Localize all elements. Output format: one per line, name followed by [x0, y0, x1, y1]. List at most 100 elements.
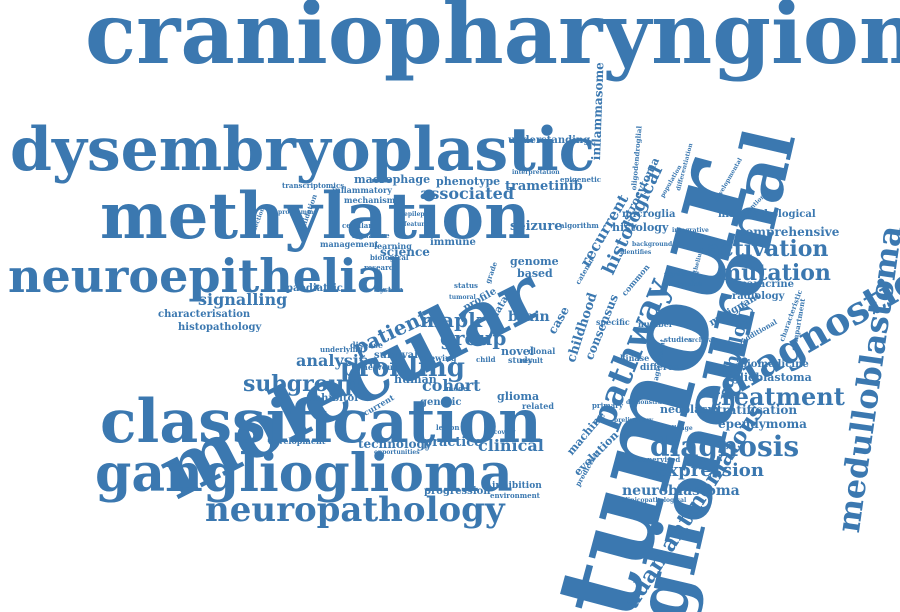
word-profiling: profiling: [340, 353, 465, 383]
word-craniopharyngioma: craniopharyngioma: [85, 0, 900, 83]
word-survival: survival: [374, 350, 418, 361]
word-treatment: treatment: [710, 382, 845, 411]
word-associated: associated: [420, 184, 514, 203]
word-underlying: underlying: [320, 345, 363, 354]
word-genome: genome: [510, 255, 559, 268]
word-distinguish: distinguish: [664, 281, 702, 288]
word-glioma: glioma: [497, 390, 540, 403]
word-tumoral: tumoral: [449, 294, 476, 301]
word-signalling: signalling: [198, 290, 288, 309]
word-environment: environment: [490, 491, 540, 500]
word-ependymoma: ependymoma: [718, 417, 807, 431]
word-kinase: kinase: [620, 353, 650, 363]
word-paediatric: paediatric: [286, 283, 343, 294]
word-ewing: ewing: [430, 353, 457, 363]
word-biological: biological: [370, 253, 409, 262]
word-integrative: integrative: [672, 227, 709, 234]
word-group: group: [440, 326, 507, 350]
word-microglia: microglia: [622, 209, 676, 220]
word-dysembryoplastic: dysembryoplastic: [10, 115, 596, 185]
word-specific: specific: [596, 317, 630, 327]
word-neuroepithelial: neuroepithelial: [8, 249, 405, 303]
word-practice: practice: [423, 435, 483, 450]
word-stratification: stratification: [710, 403, 798, 417]
word-challenge: challenge: [660, 425, 693, 432]
word-nervous: nervous: [362, 362, 398, 372]
word-technology: technology: [358, 437, 432, 451]
word-ganglioglioma: ganglioglioma: [95, 443, 513, 504]
word-case: case: [545, 303, 573, 337]
word-neoplasm: neoplasm: [660, 403, 720, 416]
word-epigenetic: epigenetic: [560, 175, 602, 184]
word-classification: classification: [100, 387, 542, 457]
word-cellular: cellular: [342, 221, 373, 230]
word-mechanism: mechanism: [344, 195, 396, 205]
word-subgroup: subgroup: [243, 371, 360, 397]
word-understanding: understanding: [508, 135, 591, 146]
word-feature: feature: [404, 221, 429, 228]
word-epilepsy: epilepsy: [404, 211, 432, 218]
word-human: human: [394, 373, 437, 386]
word-paracrine: paracrine: [740, 279, 795, 290]
word-status: status: [454, 281, 478, 290]
word-clinical: clinical: [478, 436, 544, 455]
word-model: model: [446, 384, 471, 393]
word-activation: activation: [706, 236, 829, 262]
word-comprehensive: comprehensive: [738, 225, 840, 239]
word-lesion: lesion: [436, 423, 460, 432]
word-inhibition: inhibition: [492, 481, 542, 491]
word-number: number: [638, 319, 673, 329]
word-inflammatory: inflammatory: [332, 185, 392, 195]
word-inflammasome: inflammasome: [589, 61, 607, 161]
word-progression: progression: [424, 486, 491, 497]
word-unsupervised: unsupervised: [628, 455, 681, 464]
word-mutation: mutation: [718, 260, 831, 286]
word-genetic: genetic: [420, 397, 462, 408]
word-methylation: methylation: [100, 179, 531, 254]
word-cohort: cohort: [422, 376, 481, 395]
word-macrophage: macrophage: [354, 173, 431, 186]
word-child: child: [476, 355, 496, 364]
word-studies: studies: [664, 335, 693, 344]
word-preliminary: preliminary: [614, 417, 654, 424]
word-phenotype: phenotype: [436, 175, 501, 188]
word-histopathological: histopathological: [718, 209, 816, 220]
word-disease: disease: [350, 340, 384, 350]
word-signature: signature: [352, 231, 390, 240]
word-interpretation: interpretation: [512, 169, 560, 176]
word-diagnosis: diagnosis: [650, 430, 800, 463]
word-related: related: [522, 401, 554, 411]
word-management: management: [320, 239, 379, 249]
word-expression: expression: [656, 460, 764, 481]
word-result: result: [520, 356, 544, 365]
word-radiology: radiology: [732, 291, 785, 302]
word-mapk: mapk: [420, 308, 482, 332]
word-development: development: [268, 436, 326, 446]
word-analysis: analysis: [296, 351, 368, 370]
word-demonstrate: demonstrate: [626, 399, 669, 406]
word-research: research: [364, 263, 399, 272]
word-algorithm: algorithm: [560, 221, 599, 230]
word-archival: archival: [688, 337, 715, 344]
word-trametinib: trametinib: [505, 179, 583, 194]
word-science: science: [380, 245, 430, 259]
word-histopathology: histopathology: [178, 322, 262, 333]
word-primary: primary: [592, 401, 623, 410]
word-inhibitor: inhibitor: [310, 393, 360, 404]
word-different: different: [640, 363, 684, 373]
word-system: system: [376, 285, 404, 294]
word-based: based: [517, 267, 553, 280]
word-programme: programme: [278, 209, 318, 216]
word-neuropathology: neuropathology: [205, 490, 505, 530]
word-clinicopathological: clinicopathological: [622, 497, 687, 504]
word-glioblastoma: glioblastoma: [732, 371, 812, 384]
word-identifies: identifies: [620, 249, 652, 256]
word-background: background: [632, 241, 673, 248]
word-histology: histology: [612, 221, 669, 234]
word-seizure: seizure: [510, 219, 563, 234]
word-discovery: discovery: [484, 429, 516, 436]
word-novel: novel: [501, 345, 534, 358]
word-brain: brain: [508, 309, 550, 325]
word-learning: learning: [374, 241, 412, 251]
